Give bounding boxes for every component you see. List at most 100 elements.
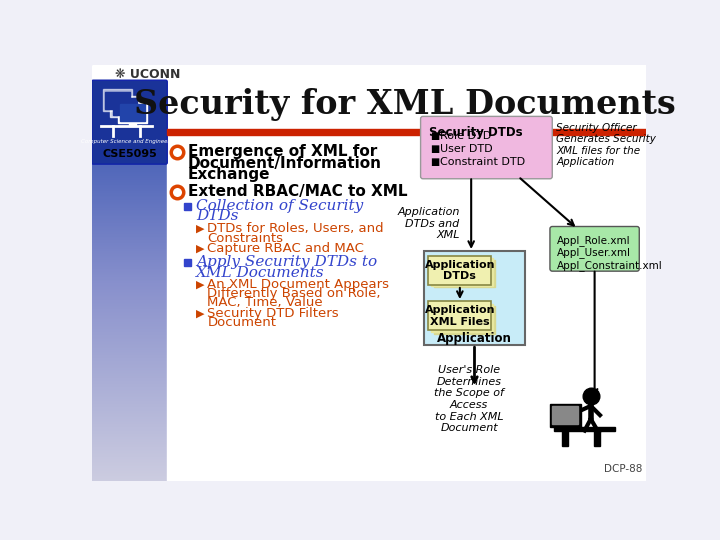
Bar — [92, 130, 167, 131]
Bar — [92, 399, 167, 400]
Bar — [92, 234, 167, 235]
Bar — [92, 288, 167, 289]
Bar — [92, 372, 167, 373]
Bar — [433, 260, 495, 287]
Bar — [92, 241, 167, 242]
Bar — [92, 146, 167, 147]
Text: ■: ■ — [431, 144, 440, 154]
Bar — [550, 403, 581, 427]
Bar — [92, 322, 167, 323]
Bar — [92, 190, 167, 191]
Text: Security Officer
Generates Security
XML files for the
Application: Security Officer Generates Security XML … — [556, 123, 656, 167]
Text: Security DTD Filters: Security DTD Filters — [207, 307, 339, 320]
Bar — [92, 177, 167, 178]
Bar — [92, 97, 167, 98]
Bar — [92, 356, 167, 357]
Bar — [92, 230, 167, 231]
Bar — [105, 92, 130, 109]
Text: MAC, Time, Value: MAC, Time, Value — [207, 296, 323, 309]
Bar — [92, 135, 167, 136]
FancyBboxPatch shape — [428, 256, 492, 285]
Bar — [92, 103, 167, 104]
Bar — [92, 166, 167, 167]
Bar — [92, 253, 167, 254]
Bar — [92, 184, 167, 185]
Bar — [92, 348, 167, 349]
Bar — [92, 364, 167, 365]
Text: Application
DTDs: Application DTDs — [425, 260, 495, 281]
Bar — [92, 155, 167, 156]
Bar — [92, 320, 167, 321]
Bar — [92, 195, 167, 197]
Bar — [92, 453, 167, 454]
Bar — [92, 480, 167, 481]
Bar — [92, 477, 167, 478]
Bar — [92, 409, 167, 410]
Bar — [92, 89, 167, 90]
Bar — [92, 107, 167, 108]
Bar — [92, 231, 167, 232]
Bar — [92, 144, 167, 145]
Bar — [92, 410, 167, 411]
Bar — [92, 202, 167, 204]
Bar — [92, 440, 167, 441]
Text: Constraints: Constraints — [207, 232, 283, 245]
Bar — [92, 108, 167, 109]
Bar — [92, 287, 167, 288]
Bar — [92, 442, 167, 443]
Text: ▶: ▶ — [196, 279, 204, 289]
Bar — [110, 96, 140, 117]
Bar — [92, 65, 167, 66]
Bar — [92, 300, 167, 301]
Bar — [92, 150, 167, 151]
Bar — [92, 248, 167, 249]
Bar — [92, 296, 167, 298]
Bar — [92, 338, 167, 339]
Bar — [92, 151, 167, 152]
Bar — [92, 209, 167, 210]
Bar — [92, 329, 167, 330]
Bar — [92, 378, 167, 379]
Bar — [92, 420, 167, 421]
Bar — [92, 254, 167, 255]
Bar — [92, 281, 167, 282]
FancyBboxPatch shape — [423, 251, 526, 345]
Bar — [92, 134, 167, 135]
Bar — [92, 292, 167, 293]
Text: CSE5095: CSE5095 — [102, 149, 157, 159]
Bar — [92, 375, 167, 376]
Bar — [92, 211, 167, 212]
Bar — [92, 262, 167, 264]
Text: Apply Security DTDs to: Apply Security DTDs to — [196, 255, 377, 269]
FancyBboxPatch shape — [420, 117, 552, 179]
Bar — [92, 428, 167, 429]
Bar — [167, 65, 647, 481]
Bar — [92, 350, 167, 351]
Bar — [92, 137, 167, 138]
Bar — [92, 275, 167, 276]
Bar — [433, 306, 495, 334]
Bar — [92, 95, 167, 96]
Bar — [92, 214, 167, 215]
Bar — [92, 315, 167, 316]
Bar — [92, 79, 167, 80]
Bar — [92, 102, 167, 103]
Bar — [92, 313, 167, 314]
Bar — [92, 189, 167, 190]
Text: XML Documents: XML Documents — [196, 266, 325, 280]
Bar — [92, 405, 167, 406]
Text: User DTD: User DTD — [440, 144, 492, 154]
Bar — [92, 101, 167, 102]
Bar — [92, 351, 167, 352]
Bar — [92, 191, 167, 192]
Bar — [92, 388, 167, 389]
Bar — [92, 295, 167, 296]
Bar — [92, 404, 167, 405]
Bar — [92, 357, 167, 358]
Bar — [92, 457, 167, 458]
Bar — [92, 340, 167, 341]
Text: Application
DTDs and
XML: Application DTDs and XML — [397, 207, 459, 240]
Bar — [92, 69, 167, 70]
Bar — [92, 429, 167, 430]
Bar — [92, 82, 167, 83]
